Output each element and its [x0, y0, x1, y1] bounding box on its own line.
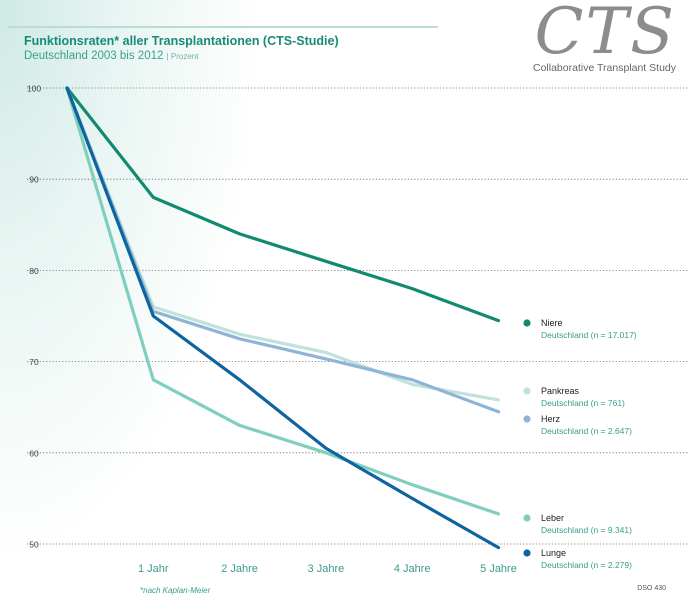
legend-name-niere: Niere	[541, 318, 563, 328]
x-tick-label: 2 Jahre	[221, 563, 258, 575]
legend-marker-lunge	[523, 549, 531, 557]
x-tick-label: 5 Jahre	[480, 563, 517, 575]
series-line-lunge	[65, 86, 501, 550]
legend-name-herz: Herz	[541, 414, 561, 424]
y-tick-label: 70	[29, 357, 39, 367]
legend-marker-herz	[523, 415, 531, 423]
tick-layer: 50 60 70 80 90 100 1 Jahr 2 Jahre 3 Jahre 4 Jahre…	[27, 84, 517, 576]
grid-layer	[27, 87, 688, 545]
footnote: *nach Kaplan-Meier	[140, 586, 211, 595]
series-layer	[65, 86, 501, 550]
legend-name-leber: Leber	[541, 513, 564, 523]
chart-title: Funktionsraten* aller Transplantationen …	[24, 34, 339, 48]
y-tick-label: 90	[29, 175, 39, 185]
legend-detail-niere: Deutschland (n = 17.017)	[541, 330, 637, 340]
subtitle-text: Deutschland 2003 bis 2012	[24, 50, 164, 62]
legend-name-lunge: Lunge	[541, 548, 566, 558]
series-line-leber	[65, 86, 501, 516]
legend-detail-herz: Deutschland (n = 2.647)	[541, 426, 632, 436]
chart-subtitle: Deutschland 2003 bis 2012 | Prozent	[24, 50, 198, 62]
cts-logo-mark: CTS	[534, 0, 676, 69]
document-code: DSO 430	[637, 585, 666, 592]
legend-detail-lunge: Deutschland (n = 2.279)	[541, 560, 632, 570]
subtitle-unit: | Prozent	[166, 52, 199, 61]
x-tick-label: 1 Jahr	[138, 563, 169, 575]
legend-marker-pankreas	[523, 387, 531, 395]
series-line-pankreas	[65, 86, 501, 402]
y-tick-label: 50	[29, 540, 39, 550]
cts-logo-name: Collaborative Transplant Study	[533, 62, 676, 74]
legend-layer: Niere Deutschland (n = 17.017) Pankreas Deu…	[523, 318, 637, 570]
y-tick-label: 60	[29, 448, 39, 458]
legend-detail-pankreas: Deutschland (n = 761)	[541, 398, 625, 408]
legend-marker-niere	[523, 319, 531, 327]
y-tick-label: 100	[27, 84, 41, 94]
cts-logo: CTS Collaborative Transplant Study	[533, 0, 676, 74]
legend-detail-leber: Deutschland (n = 9.341)	[541, 525, 632, 535]
x-tick-label: 4 Jahre	[394, 563, 431, 575]
y-tick-label: 80	[29, 266, 39, 276]
header-rule	[8, 26, 438, 28]
x-tick-label: 3 Jahre	[308, 563, 345, 575]
legend-name-pankreas: Pankreas	[541, 386, 580, 396]
series-line-niere	[65, 86, 501, 323]
legend-marker-leber	[523, 514, 531, 522]
